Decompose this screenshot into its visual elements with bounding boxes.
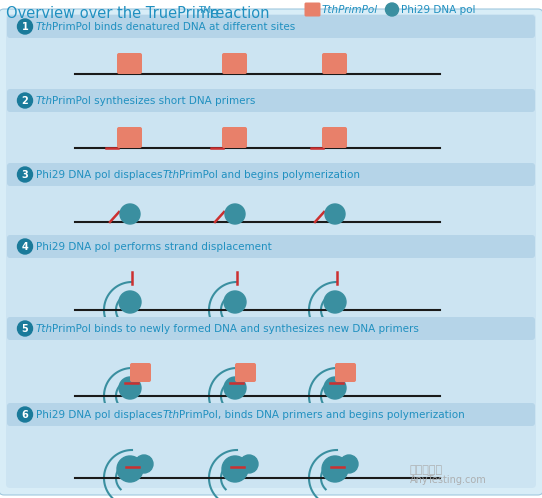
Circle shape <box>222 456 248 482</box>
Circle shape <box>17 93 33 108</box>
Circle shape <box>340 455 358 473</box>
FancyBboxPatch shape <box>6 14 536 92</box>
Text: PrimPol binds to newly formed DNA and synthesizes new DNA primers: PrimPol binds to newly formed DNA and sy… <box>52 324 419 334</box>
FancyBboxPatch shape <box>6 316 536 406</box>
Text: Tth: Tth <box>36 21 53 31</box>
FancyBboxPatch shape <box>305 2 320 16</box>
Circle shape <box>224 291 246 313</box>
Circle shape <box>17 239 33 254</box>
FancyBboxPatch shape <box>7 403 535 426</box>
Circle shape <box>324 377 346 399</box>
FancyBboxPatch shape <box>0 9 542 495</box>
FancyBboxPatch shape <box>7 15 535 38</box>
Text: Tth: Tth <box>163 409 180 419</box>
Text: 嘉峪检测网: 嘉峪检测网 <box>410 465 443 475</box>
FancyBboxPatch shape <box>6 402 536 488</box>
Text: PrimPol, binds DNA primers and begins polymerization: PrimPol, binds DNA primers and begins po… <box>179 409 464 419</box>
FancyBboxPatch shape <box>117 127 142 148</box>
Circle shape <box>119 291 141 313</box>
Text: AnyTesting.com: AnyTesting.com <box>410 475 487 485</box>
Circle shape <box>224 377 246 399</box>
FancyBboxPatch shape <box>6 88 536 166</box>
FancyBboxPatch shape <box>7 235 535 258</box>
FancyBboxPatch shape <box>222 53 247 74</box>
Text: Phi29 DNA pol displaces: Phi29 DNA pol displaces <box>36 169 166 179</box>
Circle shape <box>325 204 345 224</box>
Circle shape <box>324 291 346 313</box>
Text: Overview over the TruePrime: Overview over the TruePrime <box>6 6 219 21</box>
FancyBboxPatch shape <box>6 162 536 240</box>
Text: PrimPol and begins polymerization: PrimPol and begins polymerization <box>179 169 360 179</box>
Text: 6: 6 <box>22 409 28 419</box>
Text: 1: 1 <box>22 21 28 31</box>
Circle shape <box>117 456 143 482</box>
FancyBboxPatch shape <box>7 317 535 340</box>
Circle shape <box>120 204 140 224</box>
Circle shape <box>135 455 153 473</box>
Text: PrimPol binds denatured DNA at different sites: PrimPol binds denatured DNA at different… <box>52 21 295 31</box>
FancyBboxPatch shape <box>322 127 347 148</box>
Circle shape <box>240 455 258 473</box>
FancyBboxPatch shape <box>322 53 347 74</box>
Text: 2: 2 <box>22 96 28 106</box>
Text: Phi29 DNA pol: Phi29 DNA pol <box>401 4 475 14</box>
Text: 4: 4 <box>22 242 28 251</box>
Text: 5: 5 <box>22 324 28 334</box>
Text: PrimPol synthesizes short DNA primers: PrimPol synthesizes short DNA primers <box>52 96 255 106</box>
FancyBboxPatch shape <box>6 234 536 320</box>
Circle shape <box>17 167 33 182</box>
Text: Tth: Tth <box>36 96 53 106</box>
Text: Tth: Tth <box>163 169 180 179</box>
Circle shape <box>17 321 33 336</box>
FancyBboxPatch shape <box>235 363 256 382</box>
FancyBboxPatch shape <box>130 363 151 382</box>
Circle shape <box>322 456 348 482</box>
Text: Tth: Tth <box>36 324 53 334</box>
FancyBboxPatch shape <box>222 127 247 148</box>
Text: TM: TM <box>198 6 211 15</box>
FancyBboxPatch shape <box>117 53 142 74</box>
Circle shape <box>17 407 33 422</box>
Circle shape <box>17 19 33 34</box>
Text: Phi29 DNA pol performs strand displacement: Phi29 DNA pol performs strand displaceme… <box>36 242 272 251</box>
Text: reaction: reaction <box>205 6 269 21</box>
Text: Phi29 DNA pol displaces: Phi29 DNA pol displaces <box>36 409 166 419</box>
FancyBboxPatch shape <box>7 89 535 112</box>
FancyBboxPatch shape <box>335 363 356 382</box>
Circle shape <box>119 377 141 399</box>
Circle shape <box>385 3 398 16</box>
Text: TthPrimPol: TthPrimPol <box>322 4 378 14</box>
Circle shape <box>225 204 245 224</box>
Text: 3: 3 <box>22 169 28 179</box>
FancyBboxPatch shape <box>7 163 535 186</box>
